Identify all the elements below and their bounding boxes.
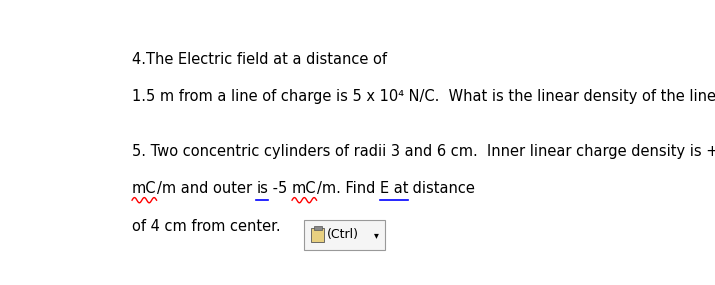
Text: E at: E at [380,181,408,196]
Text: mC: mC [132,181,157,196]
Text: distance: distance [408,181,475,196]
FancyBboxPatch shape [311,228,325,242]
FancyBboxPatch shape [305,220,385,250]
Text: /m and outer: /m and outer [157,181,256,196]
Text: -5: -5 [268,181,292,196]
FancyBboxPatch shape [314,227,322,230]
Text: 4.The Electric field at a distance of: 4.The Electric field at a distance of [132,52,387,67]
Text: ▾: ▾ [374,230,378,240]
Text: (Ctrl): (Ctrl) [327,229,359,241]
Text: mC: mC [292,181,317,196]
Text: 5. Two concentric cylinders of radii 3 and 6 cm.  Inner linear charge density is: 5. Two concentric cylinders of radii 3 a… [132,144,715,159]
Text: 1.5 m from a line of charge is 5 x 10⁴ N/C.  What is the linear density of the l: 1.5 m from a line of charge is 5 x 10⁴ N… [132,89,715,104]
Text: of 4 cm from center.: of 4 cm from center. [132,219,281,233]
Text: is: is [256,181,268,196]
Text: /m. Find: /m. Find [317,181,380,196]
